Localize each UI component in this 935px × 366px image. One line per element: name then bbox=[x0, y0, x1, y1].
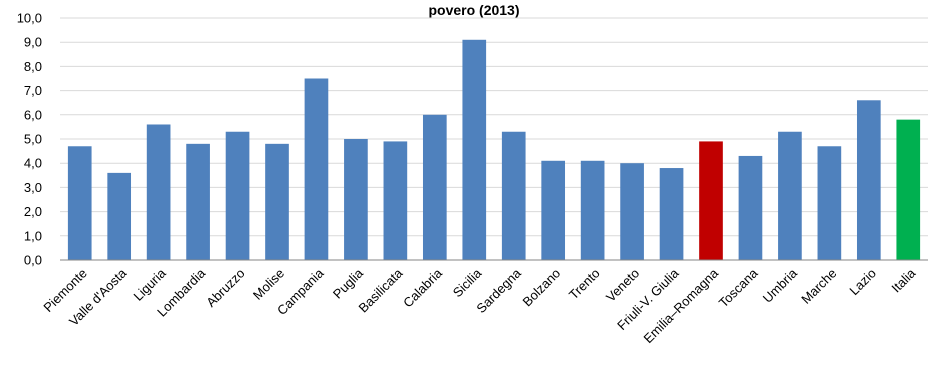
x-tick-label: Sardegna bbox=[473, 265, 524, 316]
bar-molise bbox=[265, 143, 289, 260]
bar-lombardia bbox=[186, 143, 210, 260]
x-tick-label: Molise bbox=[250, 266, 287, 303]
bar-trento bbox=[580, 160, 605, 260]
x-tick-label: Liguria bbox=[131, 265, 170, 304]
bar-piemonte bbox=[67, 146, 92, 260]
x-tick-label: Marche bbox=[798, 266, 839, 307]
x-tick-label: Lazio bbox=[846, 266, 879, 299]
x-tick-label: Bolzano bbox=[519, 266, 563, 310]
bar-toscana bbox=[738, 155, 763, 260]
x-tick-label: Emilia–Romagna bbox=[641, 265, 722, 346]
y-tick-label: 7,0 bbox=[24, 83, 42, 98]
x-tick-label: Umbria bbox=[760, 265, 801, 306]
y-tick-label: 6,0 bbox=[24, 107, 42, 122]
x-tick-label: Italia bbox=[888, 265, 919, 296]
y-tick-label: 10,0 bbox=[17, 11, 42, 26]
bar-italia bbox=[896, 119, 921, 260]
bar-calabria bbox=[422, 114, 447, 260]
bar-liguria bbox=[146, 124, 171, 260]
bar-basilicata bbox=[383, 141, 408, 260]
x-tick-label: Basilicata bbox=[356, 265, 406, 315]
bar-sicilia bbox=[462, 39, 487, 260]
y-tick-label: 4,0 bbox=[24, 156, 42, 171]
x-tick-label: Abruzzo bbox=[203, 266, 247, 310]
bar-veneto bbox=[620, 163, 644, 260]
x-tick-label: Puglia bbox=[330, 265, 367, 302]
y-tick-label: 8,0 bbox=[24, 59, 42, 74]
bar-umbria bbox=[778, 131, 802, 260]
bars bbox=[67, 39, 921, 260]
bar-valle-d-aosta bbox=[107, 172, 132, 260]
y-tick-label: 0,0 bbox=[24, 253, 42, 268]
y-tick-label: 2,0 bbox=[24, 204, 42, 219]
x-tick-label: Calabria bbox=[400, 265, 445, 310]
y-tick-label: 1,0 bbox=[24, 228, 42, 243]
bar-sardegna bbox=[501, 131, 526, 260]
x-tick-label: Toscana bbox=[716, 265, 761, 310]
bar-abruzzo bbox=[225, 131, 250, 260]
chart-title: povero (2013) bbox=[428, 2, 519, 18]
bar-bolzano bbox=[541, 160, 566, 260]
y-tick-label: 3,0 bbox=[24, 180, 42, 195]
y-tick-label: 9,0 bbox=[24, 35, 42, 50]
bar-campania bbox=[304, 78, 329, 260]
y-tick-label: 5,0 bbox=[24, 132, 42, 147]
x-tick-label: Trento bbox=[566, 266, 603, 303]
y-axis-ticks: 0,0 1,0 2,0 3,0 4,0 5,0 6,0 7,0 8,0 9,0 10,0 bbox=[17, 11, 42, 268]
bar-emilia-romagna bbox=[699, 141, 723, 260]
bar-lazio bbox=[856, 100, 881, 260]
bar-marche bbox=[817, 146, 842, 260]
bar-puglia bbox=[344, 139, 368, 260]
x-tick-label: Sicilia bbox=[450, 265, 485, 300]
bar-friuli-v-giulia bbox=[659, 168, 684, 260]
